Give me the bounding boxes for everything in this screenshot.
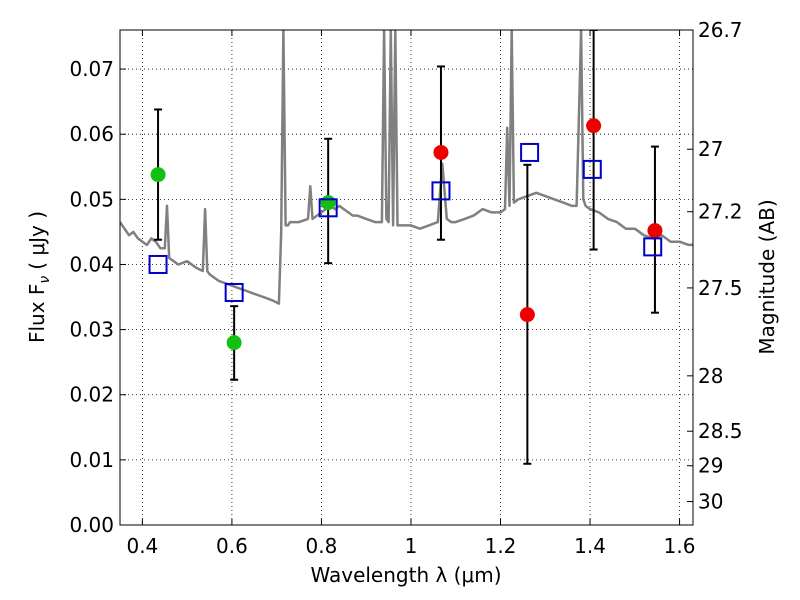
right-tick-label: 27.2 <box>698 200 743 224</box>
red-photometry-point <box>586 118 602 134</box>
x-axis-label: Wavelength λ (μm) <box>310 563 501 587</box>
x-tick-label: 0.4 <box>126 534 158 558</box>
model-square-point <box>148 254 168 274</box>
plot-frame <box>119 29 694 526</box>
x-tick-label: 1 <box>405 534 418 558</box>
red-photometry-point <box>433 144 449 160</box>
x-tick-label: 1.6 <box>664 534 696 558</box>
right-tick-label: 27.5 <box>698 276 743 300</box>
green-photometry-point <box>226 335 242 351</box>
spectrum-layer <box>120 30 693 305</box>
y-tick-label: 0.04 <box>69 252 114 276</box>
y-tick-label: 0.01 <box>69 448 114 472</box>
y-tick-label: 0.06 <box>69 122 114 146</box>
green-photometry-point <box>320 195 336 211</box>
model-square-point <box>318 198 338 218</box>
y-axis-label: Flux Fν ( μJy ) <box>25 211 53 343</box>
x-tick-label: 1.2 <box>485 534 517 558</box>
y-axis-label-sub: ν <box>37 276 53 284</box>
right-axis-label: Magnitude (AB) <box>755 199 779 354</box>
marker-layer <box>148 118 663 351</box>
y-axis-label-units: ( μJy ) <box>25 211 49 270</box>
y-tick-label: 0.02 <box>69 383 114 407</box>
right-tick-label: 29 <box>698 454 723 478</box>
model-square-point <box>520 142 540 162</box>
red-photometry-point <box>519 307 535 323</box>
model-square-point <box>224 282 244 302</box>
model-square-point <box>431 181 451 201</box>
y-tick-label: 0.07 <box>69 57 114 81</box>
x-tick-label: 0.8 <box>306 534 338 558</box>
model-square-point <box>582 159 602 179</box>
y-tick-label: 0.00 <box>69 513 114 537</box>
x-tick-label: 1.4 <box>574 534 606 558</box>
grid-layer <box>120 30 693 526</box>
green-photometry-point <box>150 167 166 183</box>
y-axis-label-main: Flux F <box>25 284 49 343</box>
right-tick-label: 28 <box>698 364 723 388</box>
right-tick-label: 30 <box>698 490 723 514</box>
x-tick-label: 0.6 <box>216 534 248 558</box>
right-tick-label: 28.5 <box>698 419 743 443</box>
model-square-point <box>643 237 663 257</box>
red-photometry-point <box>647 223 663 239</box>
y-tick-label: 0.05 <box>69 187 114 211</box>
right-tick-label: 27 <box>698 137 723 161</box>
y-tick-label: 0.03 <box>69 318 114 342</box>
ticks-layer: 0.4 0.6 0.8 1 1.2 1.4 1.6 0.00 0.01 0.02 0.03 0.04 0… <box>69 18 742 558</box>
right-tick-label: 26.7 <box>698 18 743 42</box>
template-spectrum-line <box>120 30 693 305</box>
